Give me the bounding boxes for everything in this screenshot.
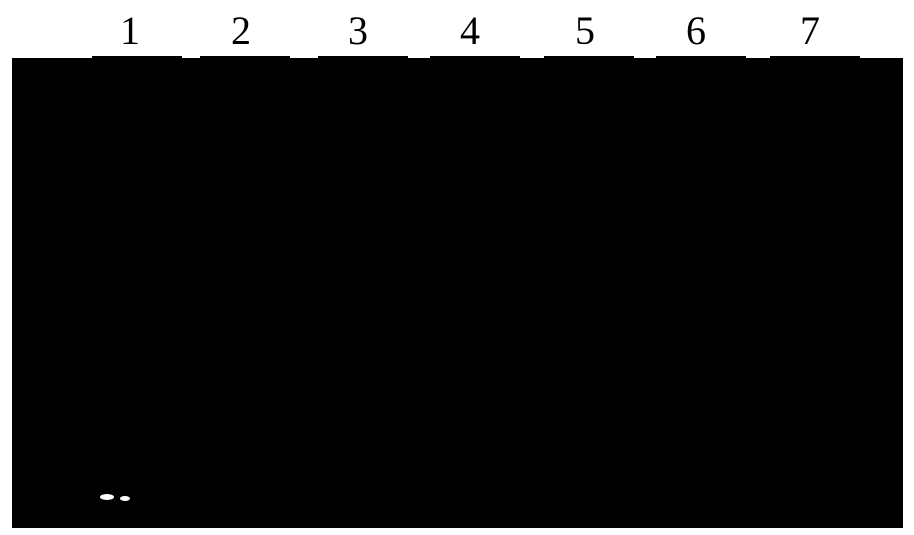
gel-panel [12,58,903,528]
gel-figure: 1 2 3 4 5 6 7 [0,0,914,535]
lane-label-3: 3 [348,7,368,54]
lane-labels-row: 1 2 3 4 5 6 7 [0,0,914,58]
gel-artifact-2 [120,496,130,501]
lane-label-6: 6 [686,7,706,54]
gel-artifact-1 [100,494,114,500]
lane-label-5: 5 [575,7,595,54]
lane-label-4: 4 [460,7,480,54]
lane-label-2: 2 [231,7,251,54]
lane-label-7: 7 [800,7,820,54]
lane-label-1: 1 [120,7,140,54]
